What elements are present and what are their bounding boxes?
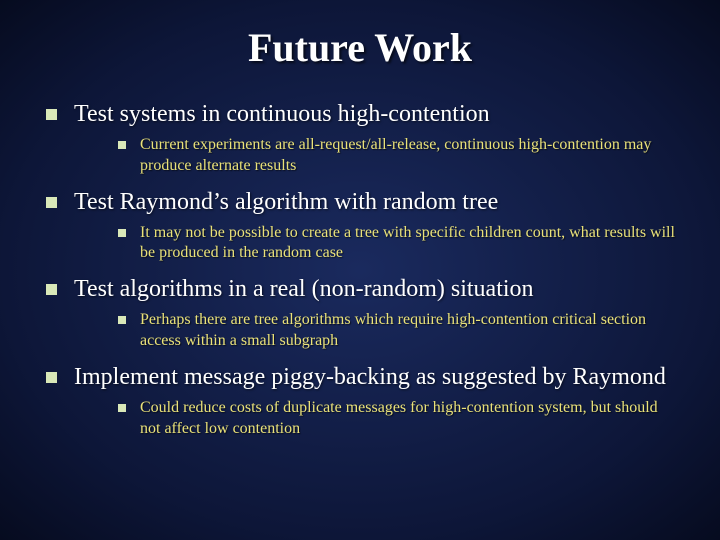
list-item: Could reduce costs of duplicate messages…	[118, 398, 680, 440]
bullet-text: Implement message piggy-backing as sugge…	[74, 364, 666, 390]
bullet-text: Test Raymond’s algorithm with random tre…	[74, 189, 498, 215]
bullet-list-level2: Could reduce costs of duplicate messages…	[118, 398, 680, 440]
slide-title: Future Work	[40, 24, 680, 71]
sub-bullet-text: Current experiments are all-request/all-…	[140, 136, 651, 174]
list-item: Current experiments are all-request/all-…	[118, 135, 680, 177]
list-item: It may not be possible to create a tree …	[118, 223, 680, 265]
list-item: Test systems in continuous high-contenti…	[46, 99, 680, 177]
sub-bullet-text: It may not be possible to create a tree …	[140, 224, 675, 262]
bullet-text: Test algorithms in a real (non-random) s…	[74, 276, 534, 302]
sub-bullet-text: Could reduce costs of duplicate messages…	[140, 399, 658, 437]
bullet-list-level2: It may not be possible to create a tree …	[118, 223, 680, 265]
bullet-list-level2: Current experiments are all-request/all-…	[118, 135, 680, 177]
bullet-text: Test systems in continuous high-contenti…	[74, 101, 490, 127]
list-item: Test algorithms in a real (non-random) s…	[46, 274, 680, 352]
list-item: Implement message piggy-backing as sugge…	[46, 362, 680, 440]
sub-bullet-text: Perhaps there are tree algorithms which …	[140, 311, 646, 349]
list-item: Perhaps there are tree algorithms which …	[118, 310, 680, 352]
bullet-list-level1: Test systems in continuous high-contenti…	[46, 99, 680, 439]
bullet-list-level2: Perhaps there are tree algorithms which …	[118, 310, 680, 352]
slide: Future Work Test systems in continuous h…	[0, 0, 720, 540]
list-item: Test Raymond’s algorithm with random tre…	[46, 187, 680, 265]
